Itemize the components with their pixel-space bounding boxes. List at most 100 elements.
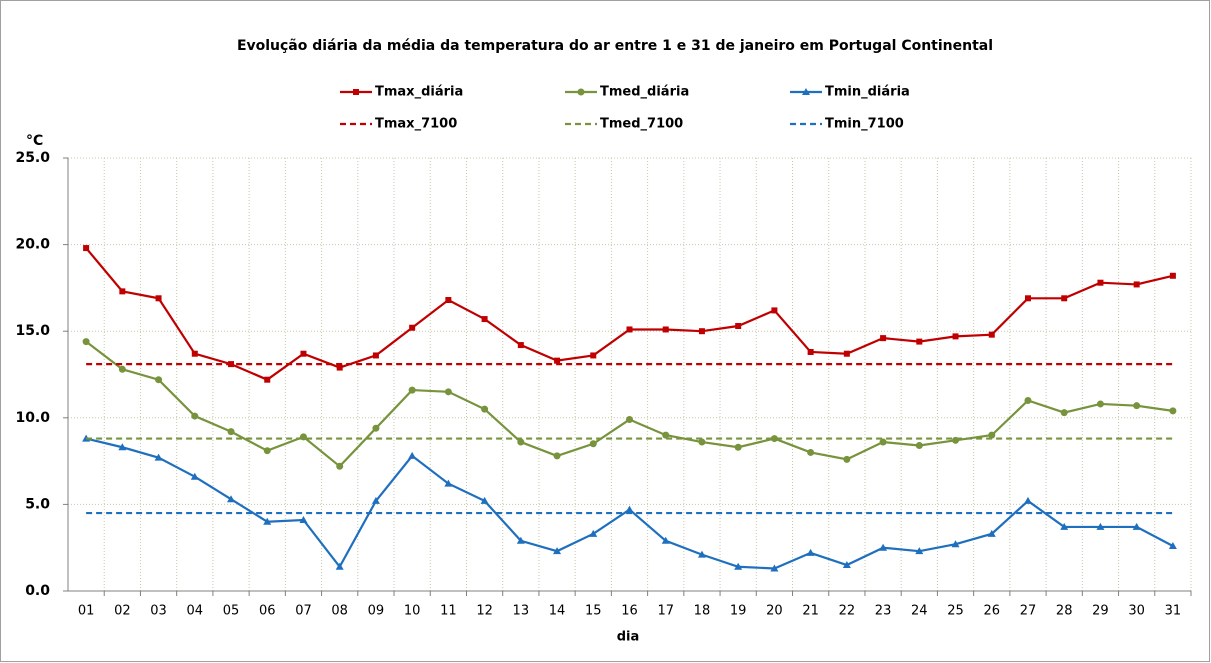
point — [409, 324, 416, 331]
point — [807, 348, 814, 355]
point — [662, 326, 669, 333]
point — [191, 412, 199, 420]
y-tick-label: 20.0 — [15, 237, 50, 253]
point — [481, 405, 489, 413]
x-tick-label: 11 — [440, 604, 457, 619]
point — [1024, 295, 1031, 302]
legend-label: Tmax_7100 — [375, 117, 457, 132]
point — [408, 386, 416, 394]
x-tick-label: 02 — [114, 604, 131, 619]
point — [83, 245, 90, 252]
point — [879, 438, 887, 446]
point — [697, 550, 706, 558]
point — [951, 540, 960, 548]
point — [952, 333, 959, 340]
point — [299, 515, 308, 523]
legend-label: Tmed_7100 — [600, 117, 683, 132]
point — [82, 338, 90, 346]
point — [842, 561, 851, 569]
x-tick-label: 27 — [1020, 604, 1037, 619]
point — [626, 326, 633, 333]
point — [577, 88, 585, 96]
point — [590, 352, 597, 359]
point — [227, 495, 236, 503]
point — [516, 536, 525, 544]
y-tick-label: 0.0 — [25, 583, 50, 599]
point — [1061, 295, 1068, 302]
point — [517, 342, 524, 349]
x-tick-label: 30 — [1128, 604, 1145, 619]
point — [300, 350, 307, 357]
point — [335, 562, 344, 570]
point — [118, 365, 126, 373]
point — [1060, 409, 1068, 417]
point — [517, 438, 525, 446]
point — [843, 350, 850, 357]
point — [880, 335, 887, 342]
x-tick-label: 03 — [150, 604, 167, 619]
x-tick-label: 14 — [549, 604, 566, 619]
x-tick-label: 13 — [513, 604, 530, 619]
point — [987, 529, 996, 537]
x-tick-label: 31 — [1165, 604, 1182, 619]
x-tick-label: 29 — [1092, 604, 1109, 619]
point — [481, 316, 488, 323]
y-axis-label: °C — [26, 133, 43, 149]
point — [1132, 522, 1141, 530]
point — [264, 376, 271, 383]
x-tick-label: 28 — [1056, 604, 1073, 619]
point — [1023, 496, 1032, 504]
point — [1024, 396, 1032, 404]
point — [770, 564, 779, 572]
point — [371, 496, 380, 504]
point — [988, 331, 995, 338]
point — [843, 455, 851, 463]
point — [879, 543, 888, 551]
point — [155, 376, 163, 384]
point — [336, 364, 343, 371]
point — [554, 357, 561, 364]
x-tick-label: 25 — [947, 604, 964, 619]
point — [1169, 407, 1177, 415]
point — [1060, 522, 1069, 530]
chart-title: Evolução diária da média da temperatura … — [237, 38, 993, 54]
point — [589, 440, 597, 448]
point — [1096, 522, 1105, 530]
point — [662, 431, 670, 439]
legend-label: Tmax_diária — [375, 85, 463, 100]
point — [480, 496, 489, 504]
point — [553, 547, 562, 555]
x-tick-label: 12 — [476, 604, 493, 619]
point — [734, 443, 742, 451]
x-tick-label: 01 — [78, 604, 95, 619]
x-tick-label: 15 — [585, 604, 602, 619]
y-tick-label: 15.0 — [15, 323, 50, 339]
point — [770, 435, 778, 443]
point — [408, 451, 417, 459]
point — [444, 388, 452, 396]
point — [445, 297, 452, 304]
point — [698, 438, 706, 446]
point — [191, 350, 198, 357]
point — [625, 505, 634, 513]
y-tick-label: 25.0 — [15, 150, 50, 166]
y-tick-label: 5.0 — [25, 496, 50, 512]
x-tick-label: 20 — [766, 604, 783, 619]
x-axis-label: dia — [617, 630, 640, 645]
x-tick-label: 04 — [187, 604, 204, 619]
x-tick-label: 18 — [694, 604, 711, 619]
point — [1169, 272, 1176, 279]
point — [1133, 281, 1140, 288]
point — [1133, 402, 1141, 410]
point — [589, 529, 598, 537]
point — [802, 88, 810, 95]
x-tick-label: 05 — [223, 604, 240, 619]
point — [263, 517, 272, 525]
x-tick-label: 10 — [404, 604, 421, 619]
point — [988, 431, 996, 439]
x-tick-label: 26 — [983, 604, 1000, 619]
point — [916, 338, 923, 345]
point — [444, 479, 453, 487]
point — [190, 472, 199, 480]
x-tick-label: 07 — [295, 604, 312, 619]
